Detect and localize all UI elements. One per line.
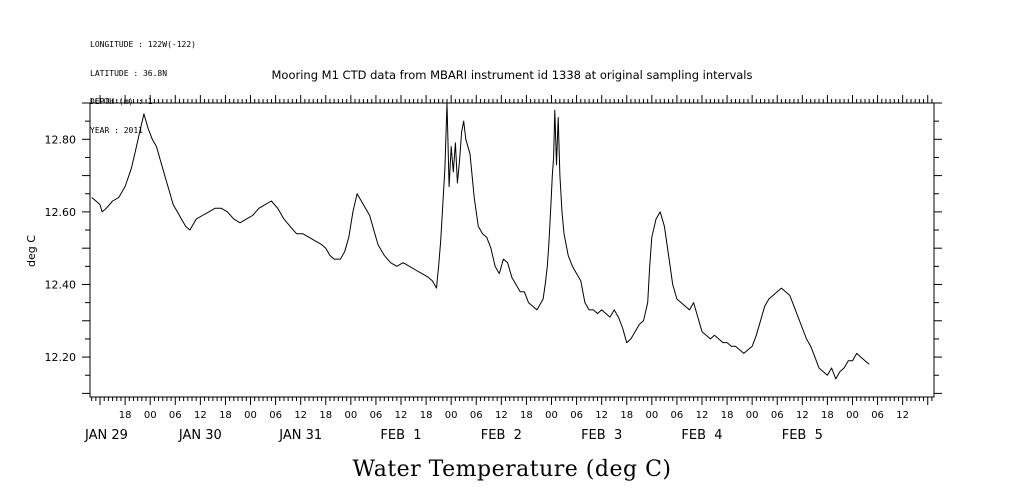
x-tick-label: 12 xyxy=(595,410,608,421)
x-tick-label: 12 xyxy=(896,410,909,421)
metadata-latitude: LATITUDE : 36.8N xyxy=(90,68,168,78)
x-tick-label: 18 xyxy=(520,410,533,421)
y-tick-label: 12.40 xyxy=(45,278,77,291)
x-tick-label: 00 xyxy=(746,410,759,421)
x-tick-label: 18 xyxy=(119,410,132,421)
x-tick-label: 06 xyxy=(370,410,383,421)
chart-caption: Water Temperature (deg C) xyxy=(353,457,672,482)
x-day-label: FEB 3 xyxy=(581,428,622,443)
ticks xyxy=(82,95,942,405)
metadata-year: YEAR : 2011 xyxy=(90,125,143,135)
x-tick-label: 18 xyxy=(821,410,834,421)
y-tick-label: 12.60 xyxy=(45,206,77,219)
x-day-label: FEB 1 xyxy=(380,428,421,443)
x-tick-label: 12 xyxy=(696,410,709,421)
series-group xyxy=(91,102,870,380)
x-tick-label: 12 xyxy=(294,410,307,421)
y-tick-label: 12.20 xyxy=(45,351,77,364)
x-day-label: JAN 30 xyxy=(178,428,222,443)
x-tick-label: 06 xyxy=(169,410,182,421)
x-tick-label: 12 xyxy=(395,410,408,421)
x-tick-label: 12 xyxy=(796,410,809,421)
x-tick-label: 12 xyxy=(495,410,508,421)
x-tick-label: 06 xyxy=(671,410,684,421)
x-day-label: FEB 2 xyxy=(481,428,522,443)
x-tick-label: 18 xyxy=(319,410,332,421)
x-day-label: FEB 4 xyxy=(681,428,722,443)
series-line xyxy=(91,102,870,380)
x-tick-label: 00 xyxy=(144,410,157,421)
x-tick-label: 06 xyxy=(871,410,884,421)
y-axis-label: deg C xyxy=(25,235,38,267)
x-tick-label: 18 xyxy=(420,410,433,421)
plot-frame xyxy=(89,102,935,398)
x-tick-label: 00 xyxy=(846,410,859,421)
x-tick-label: 00 xyxy=(445,410,458,421)
x-day-label: FEB 5 xyxy=(782,428,823,443)
x-day-label: JAN 31 xyxy=(278,428,322,443)
axes xyxy=(89,102,935,398)
metadata-longitude: LONGITUDE : 122W(-122) xyxy=(90,40,196,49)
x-tick-label: 12 xyxy=(194,410,207,421)
x-tick-label: 00 xyxy=(244,410,257,421)
y-tick-label: 12.80 xyxy=(45,133,77,146)
x-tick-label: 00 xyxy=(344,410,357,421)
x-tick-label: 06 xyxy=(470,410,483,421)
x-tick-label: 06 xyxy=(771,410,784,421)
x-day-label: JAN 29 xyxy=(84,428,128,443)
tick-labels: 12.20 12.40 12.60 12.80 18 00 06 12 18 00 06 12 18 00… xyxy=(45,133,910,443)
x-tick-label: 18 xyxy=(721,410,734,421)
x-tick-label: 18 xyxy=(219,410,232,421)
x-tick-label: 18 xyxy=(620,410,633,421)
x-tick-label: 06 xyxy=(269,410,282,421)
x-tick-label: 00 xyxy=(645,410,658,421)
x-tick-label: 00 xyxy=(545,410,558,421)
chart-title: Mooring M1 CTD data from MBARI instrumen… xyxy=(272,68,753,82)
x-tick-label: 06 xyxy=(570,410,583,421)
